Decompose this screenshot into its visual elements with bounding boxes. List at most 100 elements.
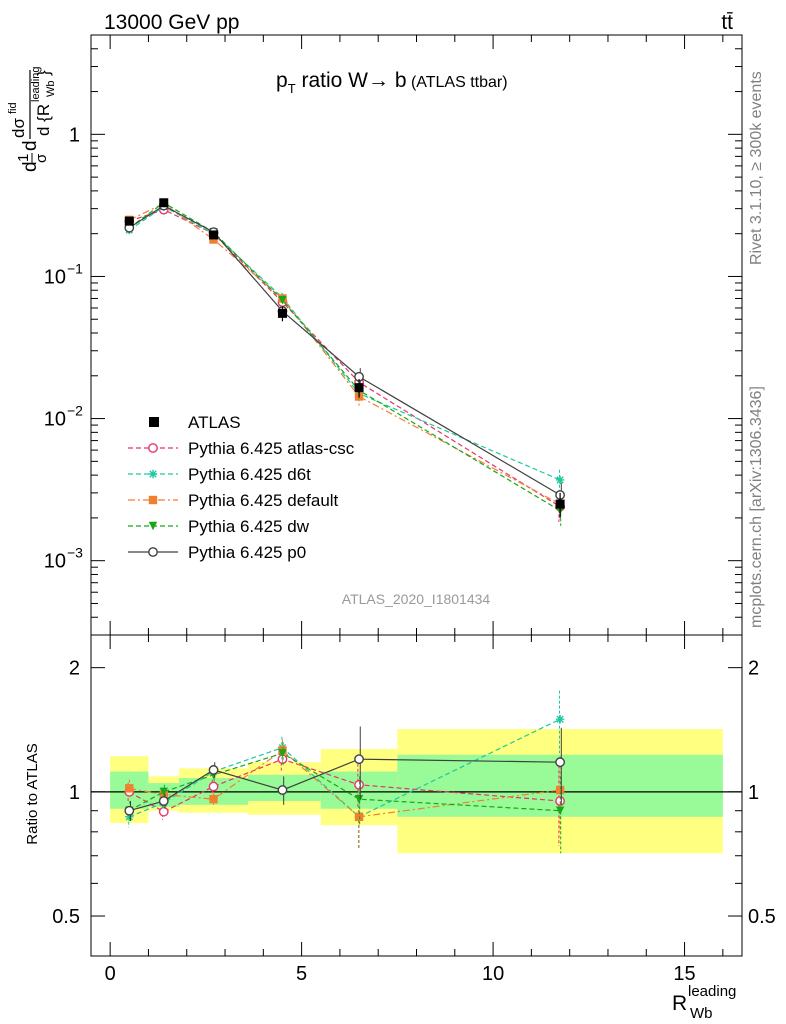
x-axis-label-sup: leading [688,983,736,1000]
ratio-series-pythia-6-425-p0 [124,726,566,821]
series-line [129,758,561,812]
x-axis-label-sub: Wb [690,1005,713,1022]
data-point [159,198,169,208]
series-line [128,202,561,512]
series-line [128,758,561,813]
svg-text:}: } [34,70,53,76]
x-tick-label: 0 [105,963,116,985]
legend-entry: Pythia 6.425 atlas-csc [128,439,355,458]
svg-text:d {R: d {R [34,104,53,136]
svg-text:fid: fid [7,102,19,114]
data-point [555,499,565,509]
y-tick-label: 2 [69,658,80,680]
data-point [555,785,565,795]
y-tick-label-right: 0.5 [748,906,776,928]
legend-entry: Pythia 6.425 d6t [128,465,311,484]
series-atlas [124,198,565,518]
main-y-axis-label: d 1 σ d dσ fid d {R leading Wb } [7,67,57,172]
data-point [124,216,134,226]
legend-entry: ATLAS [149,413,241,432]
data-point [124,805,135,816]
x-tick-label: 15 [673,963,695,985]
y-tick-label: 1 [69,124,80,146]
data-point [277,308,287,318]
y-tick-label: 10 [44,551,66,573]
y-tick-label-exponent: −3 [67,545,83,561]
data-point [125,784,134,793]
data-point [158,806,169,817]
ratio-series-pythia-6-425-atlas-csc [124,747,566,846]
series-line [129,749,561,818]
legend-marker [148,495,158,505]
legend-marker [149,417,159,427]
y-tick-label: 10 [44,266,66,288]
rivet-label: Rivet 3.1.10, ≥ 300k events [748,71,765,265]
x-tick-label: 5 [296,963,307,985]
series-line [129,752,561,812]
y-tick-label: 10 [44,409,66,431]
series-line [129,203,561,505]
legend-label: Pythia 6.425 d6t [188,465,311,484]
data-point [354,779,364,790]
y-tick-label: 1 [69,782,80,804]
legend-label: ATLAS [188,413,241,432]
legend-entry: Pythia 6.425 default [128,491,339,510]
data-point [208,765,219,775]
ratio-panel: 0.5 0.5 1 1 2 2 0 5 10 15 Ratio to ATLAS R leadi… [24,634,776,1022]
main-panel: 110−110−210−3 pT ratio W→ b (ATLAS ttbar… [7,34,743,636]
data-point [278,749,287,758]
svg-text:σ: σ [33,153,50,163]
data-point [278,296,287,305]
svg-text:d: d [20,161,41,172]
data-point [208,781,219,792]
series-line [129,718,561,818]
data-point [555,757,566,768]
legend-marker [148,469,158,479]
y-tick-label-right: 1 [748,782,759,804]
legend-marker [148,547,158,557]
series-pythia-6-425-p0 [124,200,566,511]
data-point [354,812,364,821]
data-point [209,230,219,240]
series-line [128,204,561,496]
data-point [354,754,364,765]
svg-text:d: d [20,140,41,151]
process-label: tt̄ [721,11,733,34]
data-point [277,785,288,795]
ratio-uncertainty-bands [91,729,742,854]
legend-marker [148,443,158,453]
data-point [209,235,218,244]
legend-marker [148,521,158,531]
svg-text:1: 1 [15,154,32,162]
y-tick-label: 0.5 [52,906,80,928]
analysis-id: ATLAS_2020_I1801434 [342,591,491,607]
y-tick-label-right: 2 [748,658,759,680]
svg-text:dσ: dσ [9,118,28,138]
legend-label: Pythia 6.425 dw [188,517,310,536]
legend: ATLAS Pythia 6.425 atlas-csc Pythia 6.425 … [128,413,355,562]
legend-label: Pythia 6.425 default [188,491,339,510]
svg-text:Wb: Wb [45,81,57,98]
svg-text:leading: leading [30,67,42,102]
data-point [354,794,364,804]
data-point [555,475,565,485]
legend-entry: Pythia 6.425 p0 [128,543,306,562]
data-point [209,794,218,804]
data-point [125,812,134,821]
energy-label: 13000 GeV pp [104,11,239,34]
legend-label: Pythia 6.425 p0 [188,543,306,562]
data-point [354,383,364,393]
series-line [129,209,561,508]
data-point [159,787,168,797]
ratio-y-axis-label: Ratio to ATLAS [24,743,41,844]
data-point [158,796,169,806]
mcplots-label: mcplots.cern.ch [arXiv:1306.3436] [748,386,765,628]
legend-label: Pythia 6.425 atlas-csc [188,439,355,458]
x-tick-label: 10 [482,963,504,985]
y-tick-label-exponent: −2 [67,403,83,419]
y-tick-label-exponent: −1 [67,260,83,276]
data-point [555,715,565,724]
main-title: pT ratio W→ b (ATLAS ttbar) [276,69,508,96]
x-axis-label: R [672,992,687,1015]
